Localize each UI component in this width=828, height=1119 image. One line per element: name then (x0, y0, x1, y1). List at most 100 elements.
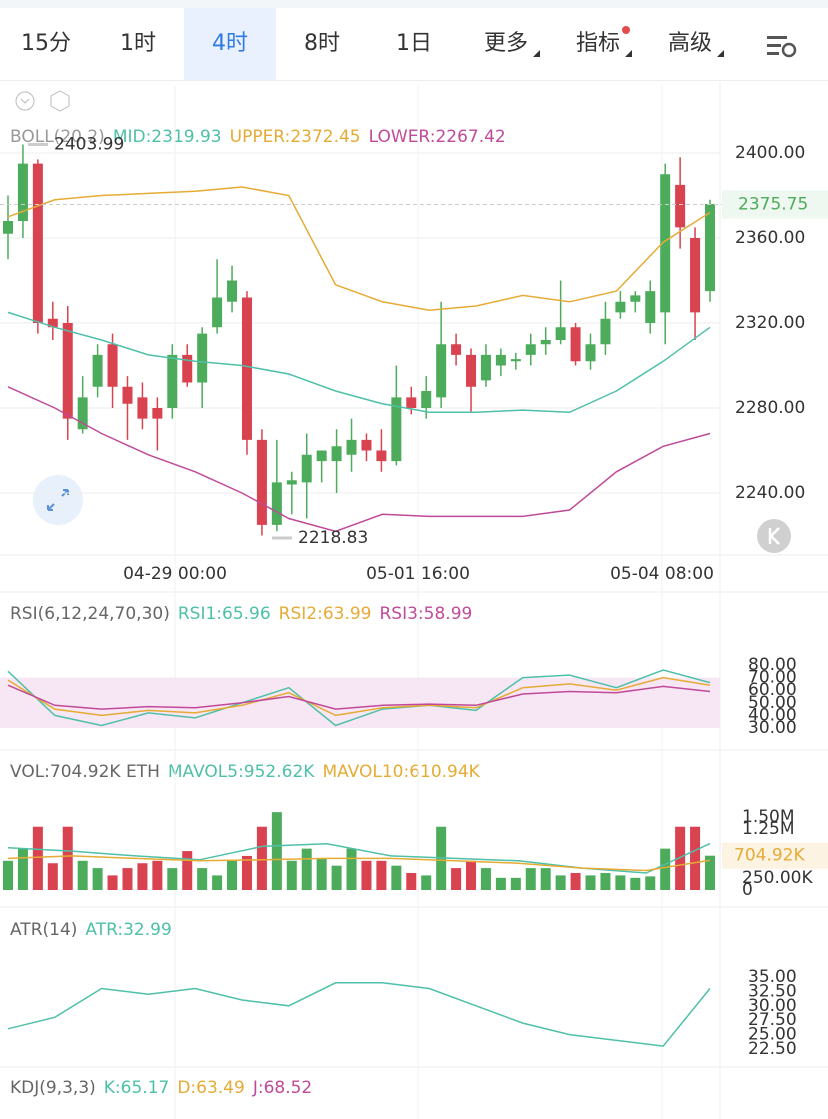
boll-name: BOLL(20,2) (10, 127, 105, 147)
volume-bar (466, 860, 477, 890)
y-tick-label: 0 (742, 880, 753, 900)
candle-body (92, 354, 103, 387)
high-marker-label: 2403.99 (54, 135, 124, 155)
dropdown-arrow (717, 50, 724, 57)
volume-bar (77, 860, 88, 890)
y-tick-label: 250.00K (742, 868, 813, 888)
candle-body (331, 446, 342, 462)
status-strip (0, 0, 828, 8)
volume-bar (182, 851, 193, 890)
candle-body (690, 238, 701, 313)
volume-current-box (722, 842, 828, 869)
candle-body (555, 327, 566, 340)
date-label: 04-29 00:00 (123, 564, 227, 584)
date-label: 05-04 08:00 (610, 564, 714, 584)
tab[interactable]: 1时 (120, 31, 156, 56)
volume-bar (346, 848, 357, 890)
settings-icon[interactable] (50, 90, 70, 112)
candle-body (3, 221, 13, 234)
y-tick-label: 2360.00 (735, 228, 805, 248)
tab[interactable]: 高级 (644, 8, 736, 80)
y-tick-label: 70.00 (748, 668, 797, 688)
tab[interactable]: 15分 (21, 31, 71, 56)
y-tick-label: 2280.00 (735, 398, 805, 418)
volume-bar (660, 848, 671, 890)
y-tick-label: 1.50M (742, 807, 795, 827)
volume-bar (645, 876, 656, 890)
collapse-icon-chevron (20, 98, 30, 104)
volume-bar (316, 858, 327, 890)
collapse-icon[interactable] (15, 91, 35, 111)
y-tick-label: 30.00 (748, 996, 797, 1016)
toolbar-settings[interactable] (767, 36, 797, 58)
volume-bar (451, 868, 462, 890)
boll-upper-line (7, 186, 711, 312)
candle-body (600, 318, 611, 345)
volume-bar (675, 826, 686, 890)
volume-bar (47, 863, 58, 890)
y-tick-label: 1.25M (742, 819, 795, 839)
date-label: 05-01 16:00 (366, 564, 470, 584)
volume-bar (17, 848, 28, 890)
candle-body (391, 397, 402, 462)
candle-body (316, 450, 327, 462)
y-tick-label: 27.50 (748, 1010, 797, 1030)
rsi2-text: RSI2:63.99 (279, 604, 372, 624)
candle-body (286, 480, 297, 485)
tab[interactable]: 更多 (460, 8, 552, 80)
candle-body (525, 344, 536, 355)
rsi1-text: RSI1:65.96 (178, 604, 271, 624)
candle-body (47, 318, 58, 328)
volume-bar (705, 855, 715, 890)
volume-bar (227, 860, 238, 890)
volume-bar (62, 826, 73, 890)
k-button[interactable] (757, 519, 791, 553)
y-tick-label: 32.50 (748, 981, 797, 1001)
volume-bar (406, 872, 417, 890)
tab[interactable]: 8时 (304, 31, 340, 56)
volume-current-label: 704.92K (734, 846, 805, 866)
volume-bar (107, 875, 118, 890)
volume-bar (301, 848, 312, 890)
candle-body (197, 333, 208, 383)
volume-bar (525, 868, 536, 890)
candle-body (466, 354, 477, 387)
candle-body (585, 344, 596, 362)
boll-mid-line (7, 311, 711, 414)
mavol5-text: MAVOL5:952.62K (168, 762, 315, 782)
current-price-label: 2375.75 (738, 195, 808, 215)
candle-body (660, 174, 671, 313)
candle-body (227, 280, 238, 302)
volume-bar (137, 863, 148, 890)
candle-body (361, 439, 372, 451)
volume-bar (421, 875, 432, 890)
tab[interactable]: 4时 (184, 8, 276, 80)
d-text: D:63.49 (177, 1078, 245, 1098)
expand-button[interactable] (33, 475, 83, 525)
volume-bar (690, 826, 701, 890)
boll-lower: LOWER:2267.42 (369, 127, 506, 147)
y-tick-label: 40.00 (748, 705, 797, 725)
volume-bar (3, 860, 13, 890)
y-tick-label: 35.00 (748, 967, 797, 987)
candle-body (256, 439, 267, 525)
rsi3-line (7, 684, 711, 710)
candle-body (122, 386, 133, 404)
low-marker-label: 2218.83 (298, 528, 368, 548)
candle-body (17, 163, 28, 221)
y-tick-label: 2320.00 (735, 313, 805, 333)
dropdown-arrow (625, 50, 632, 57)
tab[interactable]: 1日 (396, 31, 432, 56)
k-text: K:65.17 (104, 1078, 170, 1098)
candle-body (615, 301, 626, 313)
candle-body (436, 344, 447, 398)
dropdown-arrow (533, 50, 540, 57)
y-tick-label: 2400.00 (735, 143, 805, 163)
volume-bar (92, 868, 103, 890)
candle-body (271, 482, 282, 525)
mavol10-line (7, 855, 711, 872)
tab[interactable]: 指标 (552, 8, 644, 80)
k-icon (768, 527, 780, 545)
volume-bar (391, 865, 402, 890)
